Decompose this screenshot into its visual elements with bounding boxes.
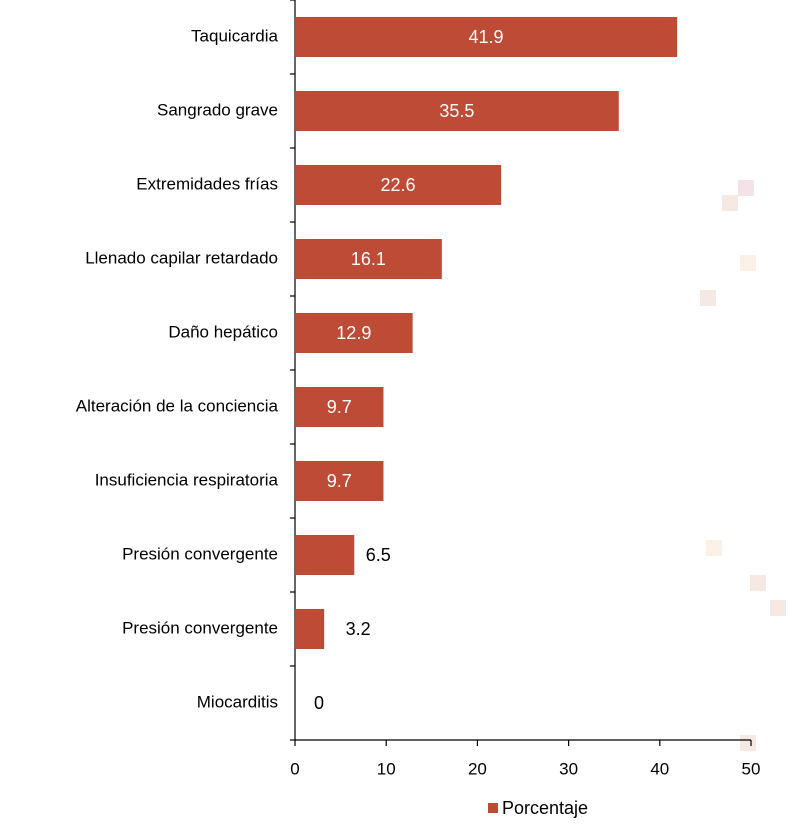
value-label: 41.9 (469, 27, 504, 47)
y-tick-label: Alteración de la conciencia (76, 396, 279, 415)
legend-swatch (488, 803, 498, 813)
bar (295, 387, 384, 427)
y-tick-label: Insuficiencia respiratoria (95, 470, 279, 489)
value-label: 12.9 (336, 323, 371, 343)
y-tick-label: Presión convergente (122, 618, 278, 637)
y-tick-label: Extremidades frías (136, 174, 278, 193)
x-tick-label: 50 (742, 759, 761, 778)
bar (295, 609, 325, 649)
x-tick-label: 10 (377, 759, 396, 778)
value-label: 6.5 (366, 545, 391, 565)
y-tick-label: Llenado capilar retardado (85, 248, 278, 267)
value-label: 16.1 (351, 249, 386, 269)
x-tick-label: 0 (290, 759, 299, 778)
legend-label: Porcentaje (502, 798, 588, 818)
y-tick-label: Miocarditis (197, 692, 278, 711)
bar (295, 535, 355, 575)
value-label: 0 (314, 693, 324, 713)
y-tick-label: Presión convergente (122, 544, 278, 563)
value-label: 9.7 (327, 397, 352, 417)
y-tick-label: Taquicardia (191, 26, 278, 45)
bar (295, 91, 619, 131)
bar (295, 165, 502, 205)
x-tick-label: 40 (650, 759, 669, 778)
bar (295, 313, 413, 353)
value-label: 35.5 (439, 101, 474, 121)
value-label: 22.6 (381, 175, 416, 195)
x-tick-label: 30 (559, 759, 578, 778)
value-label: 9.7 (327, 471, 352, 491)
bar (295, 239, 442, 279)
y-tick-label: Daño hepático (168, 322, 278, 341)
y-tick-label: Sangrado grave (157, 100, 278, 119)
bar (295, 461, 384, 501)
x-tick-label: 20 (468, 759, 487, 778)
bar (295, 17, 678, 57)
value-label: 3.2 (346, 619, 371, 639)
watermark (700, 180, 786, 751)
